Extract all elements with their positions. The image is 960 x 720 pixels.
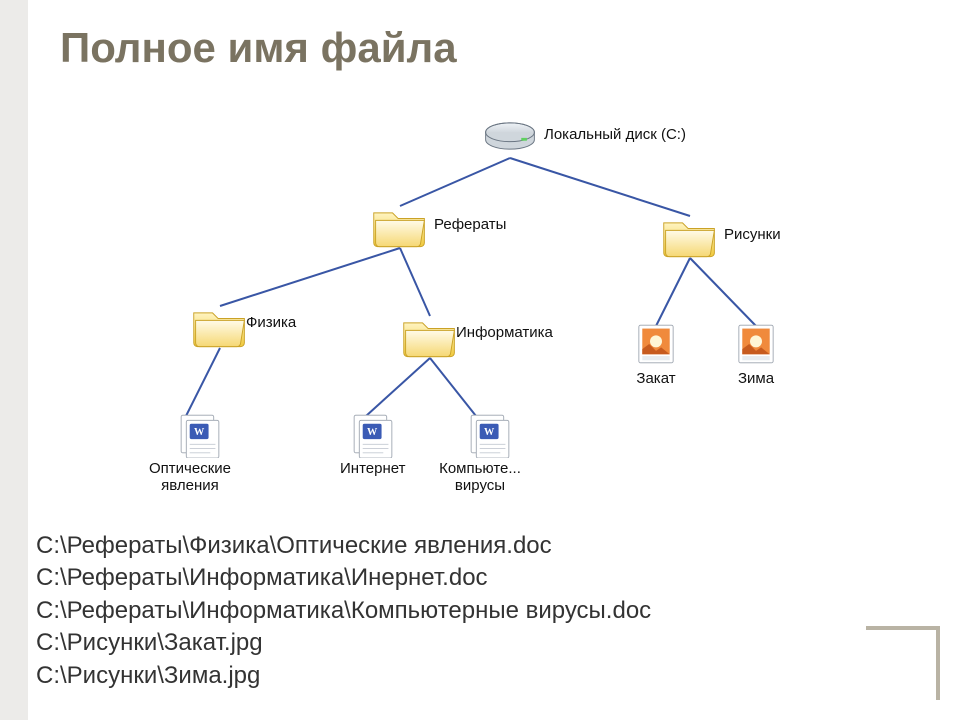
path-line: C:\Рисунки\Закат.jpg (36, 627, 651, 659)
node-label: Компьюте...вирусы (430, 460, 530, 495)
tree-node-optic: WОптическиеявления (160, 410, 240, 495)
folder-icon (370, 200, 430, 252)
folder-icon (400, 310, 460, 362)
file-tree-diagram: Локальный диск (C:) Рефераты Рисунки Физика… (80, 90, 880, 510)
path-line: C:\Рефераты\Физика\Оптические явления.do… (36, 530, 651, 562)
tree-node-risunki: Рисунки (660, 210, 720, 262)
slide-title: Полное имя файла (60, 24, 457, 72)
doc-icon: W (464, 410, 516, 458)
node-label: Физика (246, 314, 296, 331)
tree-node-internet: W Интернет (340, 410, 405, 477)
path-line: C:\Рефераты\Информатика\Компьютерные вир… (36, 595, 651, 627)
tree-node-referaty: Рефераты (370, 200, 430, 252)
tree-node-zima: Зима (730, 320, 782, 387)
accent-bar (0, 0, 28, 720)
node-label: Рефераты (434, 216, 506, 233)
svg-text:W: W (367, 427, 378, 438)
slide: Полное имя файла Локальный диск (C:) Рефе… (0, 0, 960, 720)
path-list: C:\Рефераты\Физика\Оптические явления.do… (36, 530, 651, 692)
pic-icon (730, 320, 782, 368)
folder-icon (190, 300, 250, 352)
corner-decoration (866, 626, 940, 700)
disk-icon (480, 110, 540, 162)
node-label: Зима (730, 370, 782, 387)
path-line: C:\Рисунки\Зима.jpg (36, 660, 651, 692)
doc-icon: W (174, 410, 226, 458)
tree-node-disk: Локальный диск (C:) (480, 110, 540, 162)
doc-icon: W (347, 410, 399, 458)
tree-node-virus: WКомпьюте...вирусы (450, 410, 530, 495)
path-line: C:\Рефераты\Информатика\Инернет.doc (36, 562, 651, 594)
folder-icon (660, 210, 720, 262)
tree-node-informatika: Информатика (400, 310, 460, 362)
tree-node-fizika: Физика (190, 300, 250, 352)
node-label: Закат (630, 370, 682, 387)
svg-text:W: W (194, 427, 205, 438)
node-label: Оптическиеявления (140, 460, 240, 495)
tree-node-zakat: Закат (630, 320, 682, 387)
node-label: Локальный диск (C:) (544, 126, 686, 143)
node-label: Рисунки (724, 226, 781, 243)
pic-icon (630, 320, 682, 368)
node-label: Интернет (340, 460, 405, 477)
svg-text:W: W (484, 427, 495, 438)
node-label: Информатика (456, 324, 553, 341)
